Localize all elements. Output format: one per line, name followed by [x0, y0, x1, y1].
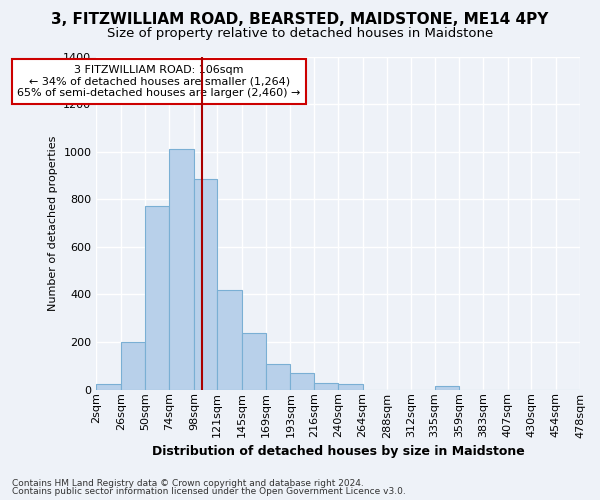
Bar — [145, 206, 169, 390]
Bar — [434, 386, 459, 390]
Bar — [290, 373, 314, 390]
Bar — [169, 150, 194, 390]
Bar — [266, 364, 290, 390]
Text: Contains HM Land Registry data © Crown copyright and database right 2024.: Contains HM Land Registry data © Crown c… — [12, 478, 364, 488]
Bar — [121, 342, 145, 390]
Bar — [96, 384, 121, 390]
Y-axis label: Number of detached properties: Number of detached properties — [47, 136, 58, 311]
Text: Size of property relative to detached houses in Maidstone: Size of property relative to detached ho… — [107, 28, 493, 40]
Bar — [194, 179, 217, 390]
Text: Contains public sector information licensed under the Open Government Licence v3: Contains public sector information licen… — [12, 487, 406, 496]
Text: 3, FITZWILLIAM ROAD, BEARSTED, MAIDSTONE, ME14 4PY: 3, FITZWILLIAM ROAD, BEARSTED, MAIDSTONE… — [52, 12, 548, 28]
Bar — [338, 384, 362, 390]
Bar — [242, 332, 266, 390]
Bar — [314, 383, 338, 390]
X-axis label: Distribution of detached houses by size in Maidstone: Distribution of detached houses by size … — [152, 444, 524, 458]
Text: 3 FITZWILLIAM ROAD: 106sqm
← 34% of detached houses are smaller (1,264)
65% of s: 3 FITZWILLIAM ROAD: 106sqm ← 34% of deta… — [17, 65, 301, 98]
Bar — [217, 290, 242, 390]
